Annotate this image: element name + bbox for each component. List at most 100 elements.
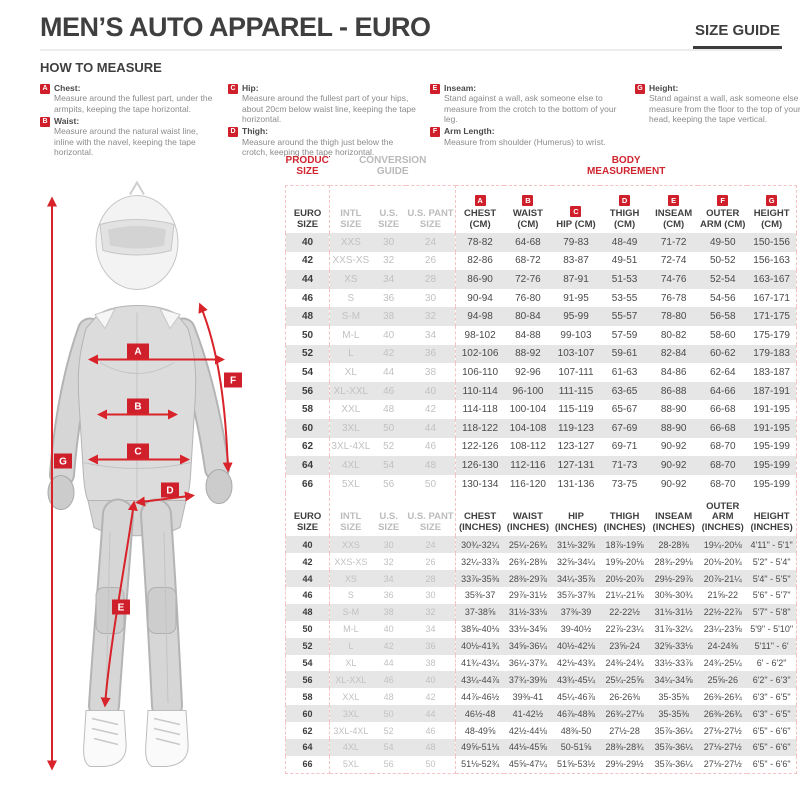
cell: 69-71 (611, 441, 638, 453)
cell: 52 (284, 344, 331, 364)
cell: 20⅛-20¾ (703, 556, 742, 567)
group-product-size: PRODUCT SIZE (285, 155, 330, 177)
cell: 19¼-20⅛ (698, 536, 748, 554)
cell: 5'2" - 5'4" (747, 553, 798, 571)
cell: 56 (383, 478, 395, 490)
measure-text: Measure around the fullest part of your … (242, 93, 416, 125)
cell: 163-167 (747, 270, 798, 289)
column-header: U.S. PANT SIZE (405, 493, 457, 537)
cell: L (329, 637, 372, 655)
column-letter-badge-g: G (766, 195, 778, 207)
cell: 6'5" - 6'6" (747, 755, 798, 774)
cell: 5XL (329, 474, 372, 494)
column-letter-badge-f: F (717, 195, 729, 207)
cell: 74-76 (649, 270, 699, 289)
column-header: EURO SIZE (284, 493, 331, 537)
svg-text:E: E (118, 603, 125, 614)
cell: 22-22½ (600, 603, 650, 621)
cell: 31½-33⅛ (503, 603, 552, 621)
tab-size-guide[interactable]: SIZE GUIDE (692, 22, 782, 49)
cell: 22⅞-23¼ (605, 624, 644, 635)
cell: 51⅛-52¾ (455, 755, 504, 774)
letter-badge-d: D (228, 127, 238, 138)
measure-column-2: C Hip: Measure around the fullest part of … (228, 83, 420, 160)
cell: 32⅝-33⅛ (649, 637, 699, 655)
cell: 25¼-25⅝ (600, 671, 650, 689)
cell: 48 (284, 603, 331, 621)
cell: 90-92 (649, 456, 699, 475)
cell: M-L (329, 325, 372, 345)
cell: 23⅝-24 (600, 637, 650, 655)
cell: 39-40½ (560, 624, 592, 635)
cell: 26⅜-26¾ (703, 691, 742, 702)
inch-row-60: 60 3XL 50 44 46½-48 41-42½ 46⅞-48⅜ 26¾-27⅛ 35-35… (284, 705, 798, 723)
cell: 65-67 (611, 404, 638, 416)
cell: 55-57 (600, 307, 650, 326)
inch-row-50: 50 M-L 40 34 38⅝-40⅛ 33⅛-34⅝ 39-40½ 22⅞-23¼ 31⅞-… (284, 620, 798, 638)
cell: 34 (371, 270, 406, 289)
column-header: EURO SIZE (284, 185, 331, 233)
cell: 66-68 (698, 418, 748, 438)
cell: XS (329, 270, 372, 289)
cell: 46 (371, 671, 406, 689)
cell: 96-100 (503, 381, 552, 401)
cell: 150-156 (747, 233, 798, 252)
column-letter-badge-c: C (570, 205, 582, 217)
size-table-container: PRODUCT SIZE CONVERSION GUIDE BODY MEASURE… (284, 155, 798, 774)
cell: 78-82 (455, 233, 504, 252)
cell: 30 (371, 536, 406, 554)
inch-row-52: 52 L 42 36 40⅛-41¾ 34⅝-36¼ 40½-42⅛ 23⅝-24 32⅝-33… (284, 637, 798, 655)
cell: 33⅞-35⅜ (455, 570, 504, 587)
cell: 38 (405, 654, 457, 672)
cell: 54 (371, 456, 406, 475)
cm-row-44: 44 XS 34 28 86-90 72-76 87-91 51-53 74-76 52-54 16… (284, 270, 798, 289)
measure-label: Waist: (54, 116, 80, 127)
cell: 131-136 (557, 478, 595, 490)
cell: 22½-22⅞ (698, 603, 748, 621)
cm-row-66: 66 5XL 56 50 130-134 116-120 131-136 73-75 90-92… (284, 474, 798, 494)
cell: 33⅛-34⅝ (508, 624, 547, 635)
cell: 107-111 (558, 366, 594, 378)
column-header: E INSEAM (CM) (649, 185, 699, 233)
cell: 191-195 (747, 400, 798, 419)
cell: 5'6" - 5'7" (747, 586, 798, 604)
cell: 114-118 (455, 400, 504, 419)
cm-row-46: 46 S 36 30 90-94 76-80 91-95 53-55 76-78 54-56 167… (284, 288, 798, 308)
cell: 32 (405, 307, 457, 326)
cell: 111-115 (551, 381, 601, 401)
cell: 37¾-39⅜ (503, 671, 552, 689)
cm-row-56: 56 XL-XXL 46 40 110-114 96-100 111-115 63-65 86-… (284, 381, 798, 401)
cell: 53-55 (611, 292, 638, 304)
cell: 61-63 (611, 366, 638, 378)
measure-item-c: C Hip: Measure around the fullest part of … (228, 83, 420, 124)
cell: 46 (405, 722, 457, 739)
cell: 44 (383, 657, 394, 668)
cell: 58 (284, 688, 331, 706)
cell: 78-80 (649, 307, 699, 326)
column-letter-badge-b: B (522, 195, 534, 207)
column-letter-badge-a: A (474, 195, 486, 207)
cell: 50 (405, 474, 457, 494)
column-header: A CHEST (CM) (455, 185, 504, 233)
cell: 27⅛-27½ (698, 739, 748, 756)
cell: 51-53 (600, 270, 650, 289)
figure-right-glove (205, 469, 233, 504)
inch-row-46: 46 S 36 30 35⅜-37 29⅞-31½ 35⅞-37⅜ 21¼-21⅝ 30⅜-30… (284, 586, 798, 604)
measure-column-1: A Chest: Measure around the fullest part, … (40, 83, 218, 160)
cell: 32⅝-34¼ (556, 556, 595, 567)
cell: 118-122 (455, 418, 504, 438)
measure-item-f: F Arm Length: Measure from shoulder (Humer… (430, 126, 625, 147)
cell: XL-XXL (329, 671, 372, 689)
inch-row-58: 58 XXL 48 42 44⅞-46½ 39⅜-41 45¼-46⅞ 26-26⅜ 35-35… (284, 688, 798, 706)
cell: 167-171 (747, 288, 798, 308)
cell: 54 (284, 363, 331, 382)
cell: 24-24⅜ (698, 637, 748, 655)
cell: 99-103 (560, 329, 592, 341)
cell: 4XL (329, 739, 372, 756)
cell: 32¼-33⅞ (455, 553, 504, 571)
group-conversion-guide: CONVERSION GUIDE (359, 155, 427, 177)
cell: 24⅜-24¾ (605, 657, 644, 668)
cell: 66 (284, 755, 331, 774)
cell: 52-54 (698, 270, 748, 289)
cell: 26¾-27⅛ (600, 705, 650, 723)
